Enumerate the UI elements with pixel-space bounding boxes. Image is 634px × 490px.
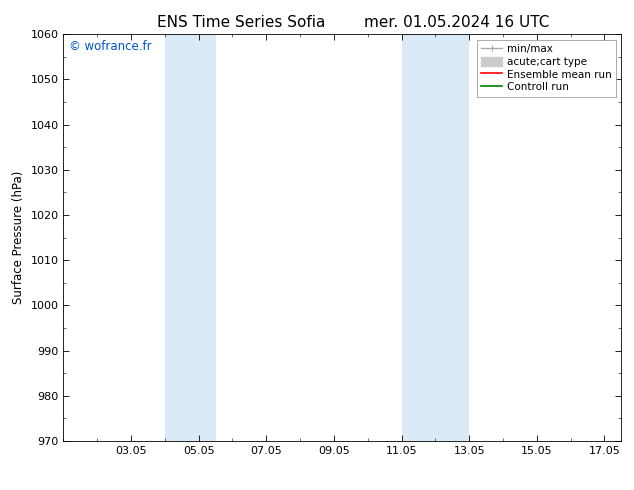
Text: © wofrance.fr: © wofrance.fr [69, 40, 152, 53]
Legend: min/max, acute;cart type, Ensemble mean run, Controll run: min/max, acute;cart type, Ensemble mean … [477, 40, 616, 97]
Bar [401, 34, 469, 441]
Y-axis label: Surface Pressure (hPa): Surface Pressure (hPa) [12, 171, 25, 304]
Text: mer. 01.05.2024 16 UTC: mer. 01.05.2024 16 UTC [364, 15, 549, 30]
Bar [165, 34, 216, 441]
Text: ENS Time Series Sofia: ENS Time Series Sofia [157, 15, 325, 30]
